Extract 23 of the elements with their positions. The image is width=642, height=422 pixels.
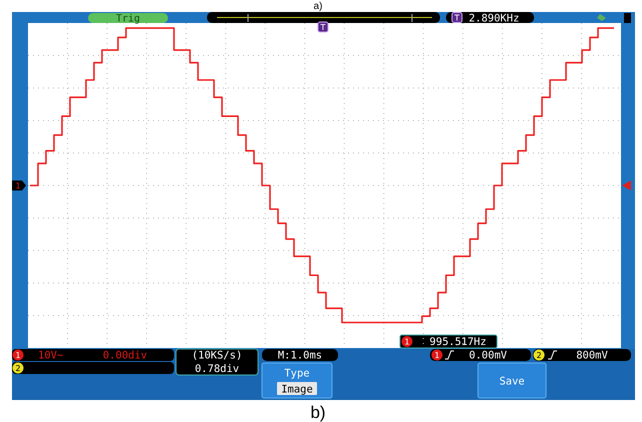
text: 1: [404, 337, 410, 346]
text: 800mV: [576, 350, 608, 362]
text: b): [310, 402, 326, 422]
text: 2.890KHz: [468, 12, 520, 25]
text: 995.517Hz: [430, 336, 486, 348]
text: 1: [15, 181, 21, 190]
text: T: [454, 13, 460, 22]
text: 0.00mV: [469, 350, 508, 362]
text: 1: [434, 350, 440, 360]
text: Type: [284, 368, 310, 380]
text: 1: [15, 350, 21, 360]
text: Image: [281, 384, 313, 396]
text: Trig: [116, 14, 140, 24]
annotation: T: [320, 22, 326, 32]
text: 2: [536, 350, 542, 360]
text: 0.78div: [194, 363, 240, 376]
text: M:1.0ms: [278, 350, 322, 362]
text: 2: [15, 364, 21, 373]
text: a): [314, 1, 322, 12]
text: 0.00div: [102, 350, 148, 362]
text: 10V~: [38, 350, 64, 362]
text: (10KS/s): [192, 350, 242, 362]
text: Save: [499, 376, 525, 388]
